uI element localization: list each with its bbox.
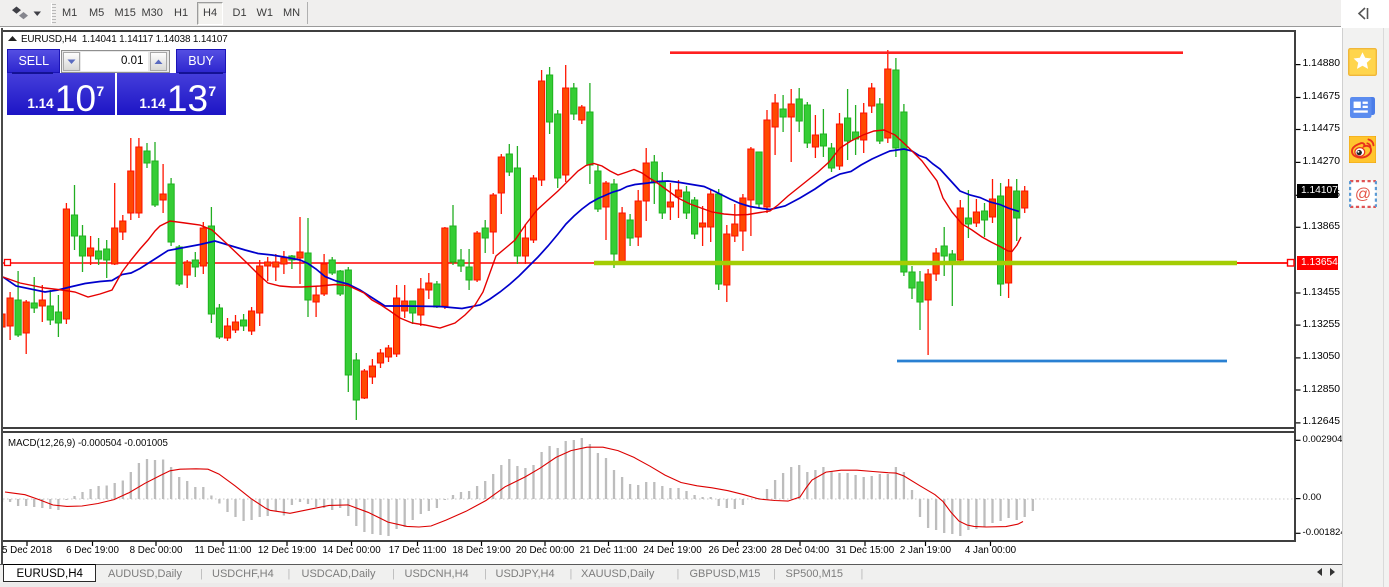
svg-text:@: @ [1354, 186, 1370, 203]
